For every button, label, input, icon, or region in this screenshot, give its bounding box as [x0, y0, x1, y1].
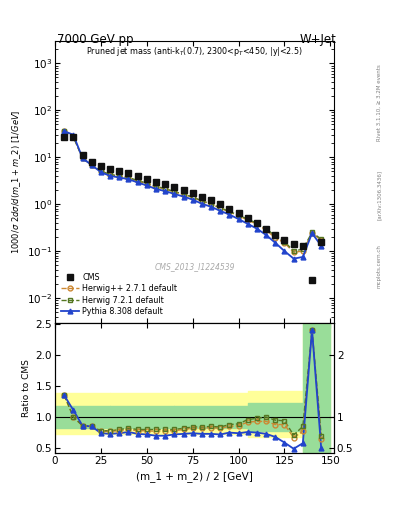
Y-axis label: $1000/\sigma\ 2d\sigma/d(m\_1 + m\_2)\ [1/GeV]$: $1000/\sigma\ 2d\sigma/d(m\_1 + m\_2)\ [… [10, 110, 23, 254]
Text: [arXiv:1306.3436]: [arXiv:1306.3436] [377, 169, 382, 220]
Text: W+Jet: W+Jet [299, 33, 336, 46]
Y-axis label: Ratio to CMS: Ratio to CMS [22, 359, 31, 417]
X-axis label: (m_1 + m_2) / 2 [GeV]: (m_1 + m_2) / 2 [GeV] [136, 472, 253, 482]
Text: Rivet 3.1.10, ≥ 3.2M events: Rivet 3.1.10, ≥ 3.2M events [377, 64, 382, 141]
Text: Pruned jet mass (anti-k$_T$(0.7), 2300<p$_T$<450, |y|<2.5): Pruned jet mass (anti-k$_T$(0.7), 2300<p… [86, 45, 303, 58]
Legend: CMS, Herwig++ 2.7.1 default, Herwig 7.2.1 default, Pythia 8.308 default: CMS, Herwig++ 2.7.1 default, Herwig 7.2.… [59, 270, 180, 318]
Text: 7000 GeV pp: 7000 GeV pp [57, 33, 134, 46]
Text: mcplots.cern.ch: mcplots.cern.ch [377, 244, 382, 288]
Text: CMS_2013_I1224539: CMS_2013_I1224539 [154, 262, 235, 271]
